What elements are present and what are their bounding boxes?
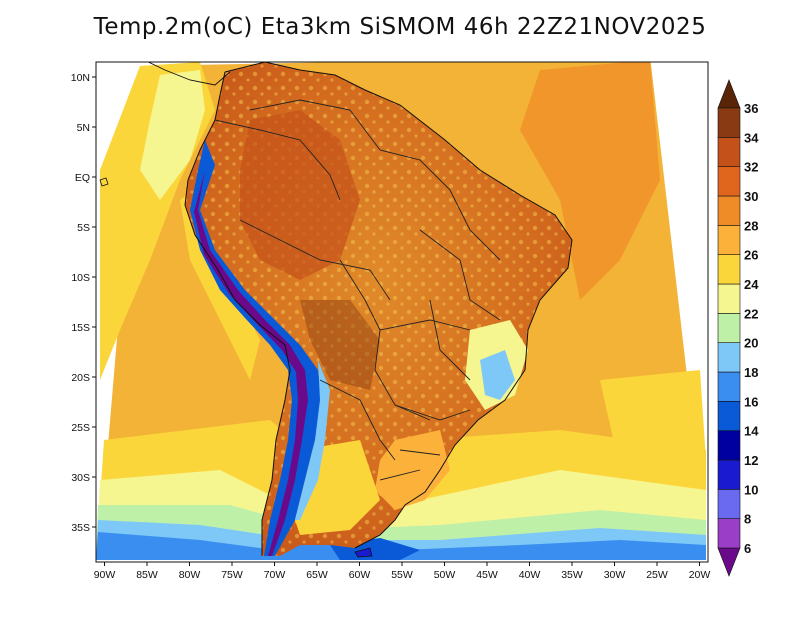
country-borders xyxy=(214,99,501,481)
colorbar-segment xyxy=(717,342,741,373)
map-title: Temp.2m(oC) Eta3km SiSMOM 46h 22Z21NOV20… xyxy=(93,14,707,40)
colorbar-segment xyxy=(717,459,741,490)
lat-tick-label: 20S xyxy=(71,372,90,384)
hot-core-chaco xyxy=(300,300,380,390)
lon-tick-label: 80W xyxy=(179,569,201,581)
lat-tick-label: 5S xyxy=(77,222,90,234)
colorbar-tick-label: 6 xyxy=(744,541,751,556)
colorbar-segment xyxy=(717,107,741,138)
lon-tick-label: 30W xyxy=(604,569,626,581)
lat-tick-label: 5N xyxy=(77,122,90,134)
colorbar-segment xyxy=(717,225,741,255)
galapagos xyxy=(99,177,109,187)
ocean-cool-band-18 xyxy=(96,532,706,560)
colorbar-tick-label: 22 xyxy=(744,306,758,321)
lat-tick-label: EQ xyxy=(75,172,90,184)
lon-tick-label: 40W xyxy=(519,569,541,581)
colorbar-segment xyxy=(717,166,741,197)
lon-tick-label: 50W xyxy=(434,569,456,581)
colorbar-tick-label: 18 xyxy=(744,365,758,380)
colorbar-tick-label: 36 xyxy=(744,101,758,116)
southeast-brazil-cool xyxy=(480,350,515,400)
south-brazil-mild xyxy=(375,430,450,510)
latitude-axis: 10N 5N EQ 5S 10S 15S 20S 25S 30S 35S xyxy=(71,72,96,534)
colorbar-segment xyxy=(717,401,741,431)
falklands xyxy=(354,547,373,558)
colorbar-segment xyxy=(717,137,741,167)
atlantic-east-cool xyxy=(600,370,706,470)
andes-cold-strip xyxy=(190,140,322,556)
lon-tick-label: 60W xyxy=(349,569,371,581)
lon-tick-label: 70W xyxy=(264,569,286,581)
colorbar-segment xyxy=(717,489,741,519)
colorbar-tick-label: 34 xyxy=(744,130,759,145)
hot-core-amazon xyxy=(240,110,360,280)
colorbar-segment xyxy=(717,518,741,549)
lat-tick-label: 30S xyxy=(71,472,90,484)
lon-tick-label: 65W xyxy=(306,569,328,581)
lon-tick-label: 25W xyxy=(646,569,668,581)
lat-tick-label: 10N xyxy=(71,72,90,84)
pacific-cool-strip xyxy=(140,70,205,200)
colorbar-tick-label: 8 xyxy=(744,512,751,527)
colorbar-tick-label: 16 xyxy=(744,394,758,409)
colorbar-top-triangle-icon xyxy=(717,79,741,109)
colorbar-segment xyxy=(717,430,741,461)
longitude-axis: 90W 85W 80W 75W 70W 65W 60W 55W 50W 45W 40W 35W 30W 2… xyxy=(94,562,711,581)
colorbar-tick-label: 12 xyxy=(744,453,758,468)
colorbar-tick-label: 24 xyxy=(744,277,759,292)
colorbar-tick-label: 10 xyxy=(744,482,758,497)
colorbar-tick-label: 14 xyxy=(744,424,759,439)
colorbar-tick-label: 30 xyxy=(744,189,758,204)
colorbar-segment xyxy=(717,283,741,314)
lat-tick-label: 10S xyxy=(71,272,90,284)
lon-tick-label: 75W xyxy=(221,569,243,581)
lon-tick-label: 85W xyxy=(136,569,158,581)
lon-tick-label: 20W xyxy=(689,569,711,581)
colorbar-tick-label: 32 xyxy=(744,160,758,175)
lon-tick-label: 45W xyxy=(476,569,498,581)
colorbar: 6 8 10 12 14 16 18 20 22 24 26 28 30 32 34 36 xyxy=(717,79,759,577)
lon-tick-label: 35W xyxy=(561,569,583,581)
coastline xyxy=(224,62,573,549)
lat-tick-label: 25S xyxy=(71,422,90,434)
lon-tick-label: 90W xyxy=(94,569,116,581)
pacific-coastline xyxy=(184,71,291,556)
colorbar-tick-label: 26 xyxy=(744,248,758,263)
colorbar-bottom-triangle-icon xyxy=(717,547,741,577)
central-america-coast xyxy=(139,62,231,86)
colorbar-segment xyxy=(717,195,741,226)
lon-tick-label: 55W xyxy=(391,569,413,581)
colorbar-segment xyxy=(717,371,741,402)
lat-tick-label: 15S xyxy=(71,322,90,334)
andes-blue-edge xyxy=(295,360,330,520)
colorbar-segment xyxy=(717,313,741,343)
atlantic-warm-zone xyxy=(520,62,660,300)
lat-tick-label: 35S xyxy=(71,522,90,534)
colorbar-tick-label: 28 xyxy=(744,218,758,233)
colorbar-segment xyxy=(717,254,741,285)
colorbar-tick-label: 20 xyxy=(744,336,758,351)
